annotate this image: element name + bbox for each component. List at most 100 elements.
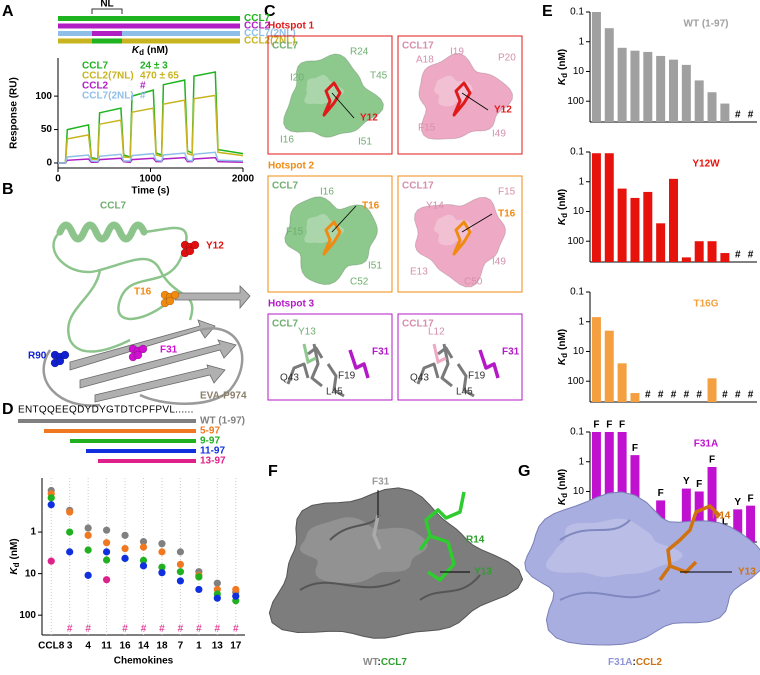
bar (617, 432, 627, 542)
axis-label: Kd (nM) (557, 189, 569, 225)
residue-label: Y13 (738, 567, 756, 578)
residue-label: F31 (160, 345, 178, 356)
value-label: # (233, 624, 239, 635)
value-label: # (748, 250, 754, 261)
bar (643, 191, 653, 262)
point (84, 571, 92, 579)
value-label: # (122, 624, 128, 635)
bar (694, 241, 704, 262)
residue-label: C50 (464, 277, 483, 288)
beta-strand (94, 364, 226, 403)
kd-symbol: K (9, 567, 20, 575)
construct-segment (92, 31, 122, 36)
legend-label: CCL2 (82, 81, 109, 92)
residue-label: I49 (492, 257, 506, 268)
residue-atom (190, 240, 200, 250)
residue-atom (55, 356, 65, 366)
bar (591, 12, 601, 122)
pointer-label: F31 (502, 347, 520, 358)
residue-label: I20 (290, 73, 304, 84)
arrow (331, 205, 357, 233)
residue-label: I51 (358, 137, 372, 148)
residue-label: F19 (338, 371, 356, 382)
residue-label: P20 (498, 53, 516, 64)
bar (720, 103, 730, 122)
axis-label: Kd (nM) (557, 49, 569, 85)
residue-label: I49 (492, 129, 506, 140)
bar (604, 153, 614, 262)
x-tick-label: CCL8 (38, 641, 65, 652)
panel-letter: A (2, 3, 14, 20)
surface-shade (304, 214, 344, 244)
caption: WT:CCL7 (363, 657, 407, 668)
receptor-label: EVA-P974 (200, 391, 247, 402)
y-tick-label: 10 (573, 206, 585, 217)
bar (733, 509, 743, 542)
point (139, 556, 148, 564)
y-tick-label: 100 (35, 91, 52, 102)
bar (591, 317, 601, 402)
x-tick-label: 1 (196, 641, 202, 652)
helix (56, 221, 148, 243)
bar-annotation: F (632, 443, 638, 454)
residue-label: Q43 (410, 373, 429, 384)
legend-kd: # (140, 81, 146, 92)
hotspot-box (267, 35, 393, 155)
value-label: # (696, 390, 702, 401)
y-tick-label: 0.1 (570, 7, 584, 18)
hotspot-title: Hotspot 2 (268, 161, 315, 172)
stick (416, 362, 440, 385)
stick (456, 363, 475, 398)
x-tick-label: 13 (212, 641, 224, 652)
point (66, 548, 74, 556)
stick (307, 346, 324, 359)
pointer-label: Y12 (494, 105, 512, 116)
bar (604, 330, 614, 402)
kd-subscript: d (560, 493, 569, 498)
caption-part: : (377, 657, 380, 668)
point (102, 576, 111, 584)
chart-title: WT (1-97) (684, 19, 729, 30)
loop (67, 269, 131, 353)
point (176, 568, 185, 576)
point (158, 540, 166, 548)
residue-label: Y14 (426, 201, 444, 212)
y-tick-label: 0.1 (570, 147, 584, 158)
bar (591, 432, 601, 542)
construct-label: CCL7(2NL) (244, 28, 296, 39)
stick (478, 349, 500, 379)
bar (694, 491, 704, 542)
nl-label: NL (100, 0, 113, 10)
bar (617, 363, 627, 402)
panel-letter: B (2, 181, 14, 198)
kd-unit: (nM) (9, 538, 20, 559)
caption-part: WT (363, 657, 378, 668)
point (232, 592, 240, 600)
beta-strand (69, 319, 216, 371)
bar (681, 64, 691, 122)
point (158, 563, 166, 571)
value-label: # (215, 624, 221, 635)
surface-shade (300, 517, 428, 584)
panel-letter: C (264, 3, 276, 20)
residue-label: E13 (410, 267, 428, 278)
caption-part: CCL2 (636, 657, 663, 668)
stick (432, 343, 447, 365)
point (47, 494, 55, 502)
residue-atom (170, 290, 180, 300)
kd-symbol: K (557, 497, 568, 505)
panel-letter: G (518, 463, 530, 480)
protein-label: CCL7 (100, 201, 127, 212)
y-tick-label: 10 (573, 486, 585, 497)
construct-bar (58, 38, 240, 44)
x-tick-label: 14 (138, 641, 150, 652)
panel-letter: D (2, 401, 14, 418)
box-label: CCL7 (272, 319, 299, 330)
residue-label: N14 (712, 511, 731, 522)
y-tick-label: 100 (567, 376, 584, 387)
legend-label: 13-97 (200, 456, 226, 467)
stick (302, 343, 317, 365)
kd-subscript: d (560, 213, 569, 218)
kd-subscript: d (139, 48, 144, 57)
kd-unit: (nM) (557, 469, 568, 490)
